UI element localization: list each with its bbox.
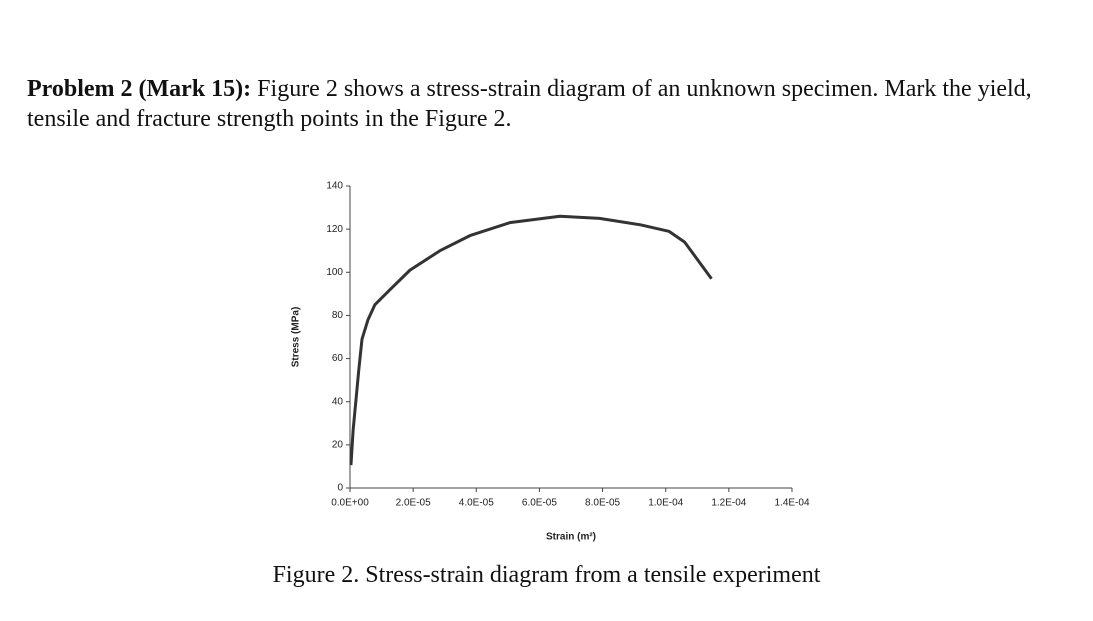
y-tick-label: 40 bbox=[332, 396, 344, 407]
x-tick-label: 1.4E-04 bbox=[774, 498, 809, 509]
y-tick-label: 100 bbox=[326, 267, 343, 278]
y-axis-label: Stress (MPa) bbox=[291, 307, 302, 368]
data-line bbox=[349, 214, 713, 466]
x-tick-label: 1.2E-04 bbox=[711, 498, 746, 509]
x-axis-label: Strain (m²) bbox=[546, 532, 596, 543]
figure-caption: Figure 2. Stress-strain diagram from a t… bbox=[272, 562, 821, 588]
x-tick-label: 4.0E-05 bbox=[459, 498, 494, 509]
y-tick-label: 0 bbox=[337, 483, 343, 494]
y-tick-label: 80 bbox=[332, 310, 344, 321]
y-tick-label: 120 bbox=[326, 224, 343, 235]
x-tick-label: 2.0E-05 bbox=[396, 498, 431, 509]
x-tick-label: 8.0E-05 bbox=[585, 498, 620, 509]
x-tick-label: 6.0E-05 bbox=[522, 498, 557, 509]
problem-statement: Problem 2 (Mark 15): Figure 2 shows a st… bbox=[27, 74, 1072, 134]
problem-label: Problem 2 (Mark 15): bbox=[27, 76, 252, 102]
x-tick-label: 1.0E-04 bbox=[648, 498, 683, 509]
chart: Strain (m²) Stress (MPa) 0 20 40 60 80 100 120… bbox=[291, 181, 810, 543]
problem-text: Figure 2 shows a stress-strain diagram o… bbox=[27, 76, 1032, 132]
x-tick-label: 0.0E+00 bbox=[331, 498, 369, 509]
y-tick-label: 20 bbox=[332, 439, 344, 450]
y-tick-label: 140 bbox=[326, 181, 343, 192]
y-tick-label: 60 bbox=[332, 353, 344, 364]
